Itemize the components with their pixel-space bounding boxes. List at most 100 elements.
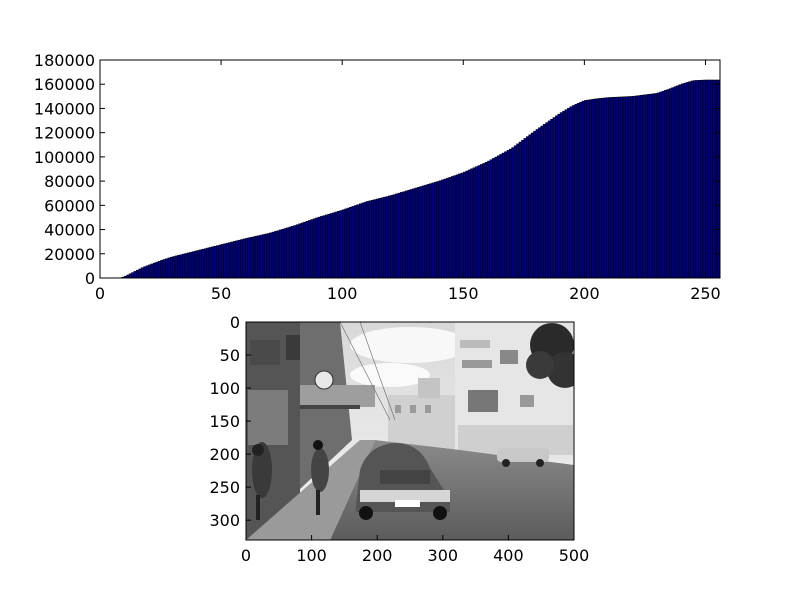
image-axes: 0 100 200 300 400 500 0 50 100 150 200 250 300 bbox=[209, 313, 589, 565]
histogram-bar bbox=[332, 212, 336, 279]
histogram-bar bbox=[659, 91, 663, 279]
histogram-bar bbox=[499, 154, 503, 279]
histogram-bar bbox=[378, 198, 382, 279]
image-y-tick-label: 100 bbox=[209, 379, 240, 398]
image-x-tick-label: 100 bbox=[296, 546, 327, 565]
image-axes-frame bbox=[245, 321, 575, 541]
histogram-bar bbox=[346, 207, 350, 279]
histogram-bar bbox=[535, 129, 539, 279]
histogram-bar bbox=[647, 94, 651, 279]
histogram-bar bbox=[668, 88, 672, 279]
histogram-bar bbox=[199, 249, 202, 279]
image-x-tick-label: 500 bbox=[559, 546, 590, 565]
histogram-bar bbox=[673, 86, 677, 279]
histogram-bar bbox=[620, 96, 624, 279]
histogram-bar bbox=[208, 247, 212, 279]
histogram-bar bbox=[610, 97, 614, 279]
histogram-bar bbox=[540, 125, 544, 279]
histogram-bar bbox=[516, 143, 520, 279]
image-y-tick-label: 300 bbox=[209, 511, 240, 530]
histogram-bar bbox=[479, 164, 483, 279]
histogram-bar bbox=[145, 265, 149, 279]
histogram-bar bbox=[448, 177, 452, 279]
histogram-bar bbox=[228, 242, 232, 279]
histogram-bar bbox=[588, 99, 592, 279]
histogram-bar bbox=[501, 152, 505, 279]
histogram-bar bbox=[414, 187, 418, 279]
histogram-bar bbox=[387, 195, 391, 279]
histogram-bar bbox=[262, 234, 265, 279]
histogram-bar bbox=[627, 96, 631, 279]
histogram-bar bbox=[484, 162, 488, 279]
histogram-bar bbox=[431, 182, 435, 279]
x-tick-label: 250 bbox=[690, 284, 721, 303]
histogram-bar bbox=[707, 79, 711, 279]
histogram-bar bbox=[504, 151, 508, 279]
histogram-bar bbox=[671, 87, 675, 279]
histogram-bar bbox=[363, 201, 367, 279]
histogram-bar bbox=[286, 227, 290, 279]
histogram-bar bbox=[165, 258, 169, 279]
histogram-bar bbox=[223, 243, 227, 279]
histogram-bar bbox=[157, 260, 161, 279]
histogram-bar bbox=[654, 93, 658, 279]
x-tick-label: 100 bbox=[327, 284, 358, 303]
image-y-tick-label: 200 bbox=[209, 445, 240, 464]
histogram-bar bbox=[412, 188, 416, 279]
histogram-bar bbox=[574, 104, 578, 279]
histogram-bar bbox=[417, 187, 420, 279]
histogram-bar bbox=[400, 192, 403, 279]
histogram-bar bbox=[409, 189, 413, 279]
image-y-tick-label: 0 bbox=[230, 313, 240, 332]
histogram-bar bbox=[426, 184, 430, 279]
histogram-bar bbox=[128, 273, 132, 279]
histogram-bar bbox=[513, 145, 517, 279]
histogram-bar bbox=[259, 234, 263, 279]
histogram-bar bbox=[329, 213, 333, 279]
image-y-ticks: 0 50 100 150 200 250 300 bbox=[209, 313, 251, 530]
histogram-bar bbox=[368, 200, 372, 279]
histogram-bar bbox=[213, 245, 217, 279]
histogram-bar bbox=[618, 96, 621, 279]
histogram-bar bbox=[596, 98, 600, 279]
histogram-bar bbox=[356, 204, 360, 279]
histogram-bar bbox=[438, 180, 442, 279]
histogram-bar bbox=[303, 221, 307, 279]
histogram-axes-frame bbox=[99, 59, 721, 279]
histogram-bar bbox=[230, 241, 234, 279]
histogram-bar bbox=[712, 79, 716, 279]
image-x-tick-label: 200 bbox=[362, 546, 393, 565]
image-x-tick-label: 0 bbox=[241, 546, 251, 565]
histogram-bar bbox=[651, 93, 655, 279]
histogram-bar bbox=[153, 262, 156, 279]
histogram-bar bbox=[465, 170, 469, 279]
histogram-bar bbox=[506, 150, 510, 279]
histogram-bar bbox=[605, 97, 609, 279]
histogram-bar bbox=[443, 178, 447, 279]
histogram-bar bbox=[177, 255, 181, 279]
histogram-bar bbox=[489, 159, 493, 279]
histogram-bar bbox=[562, 110, 566, 279]
histogram-bar bbox=[630, 96, 634, 279]
histogram-bar bbox=[395, 193, 399, 279]
histogram-bar bbox=[678, 84, 682, 279]
histogram-bar bbox=[470, 168, 474, 279]
x-tick-label: 0 bbox=[95, 284, 105, 303]
x-tick-label: 200 bbox=[569, 284, 600, 303]
y-tick-label: 0 bbox=[85, 269, 95, 288]
histogram-bar bbox=[632, 95, 636, 279]
histogram-bar bbox=[390, 195, 394, 279]
histogram-bar bbox=[644, 94, 648, 279]
histogram-bar bbox=[404, 190, 408, 279]
histogram-bar bbox=[182, 253, 186, 279]
histogram-bar bbox=[194, 250, 198, 279]
histogram-bar bbox=[593, 98, 597, 279]
histogram-bar bbox=[375, 198, 379, 279]
histogram-bar bbox=[358, 203, 362, 279]
histogram-chart: 0 50 100 150 200 250 0 20000 40000 60000 80000 100… bbox=[34, 51, 721, 303]
histogram-bar bbox=[460, 172, 464, 279]
histogram-bar bbox=[407, 189, 411, 279]
histogram-bar bbox=[232, 241, 236, 279]
x-tick-label: 50 bbox=[211, 284, 231, 303]
